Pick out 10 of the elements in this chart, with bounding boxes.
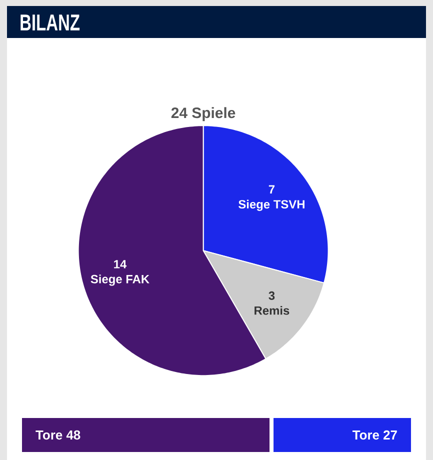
data-label: Tore 27 [352, 430, 397, 440]
data-label: 7 [268, 185, 275, 194]
slice-label: Siege TSVH [238, 200, 304, 211]
data-label: 3 [268, 291, 275, 300]
slice-label: Siege FAK [90, 274, 150, 286]
chart-subtitle: 24 Spiele [171, 107, 236, 122]
slice-label: Remis [254, 306, 290, 315]
data-label: 14 [114, 260, 127, 268]
data-label: Tore 48 [36, 430, 80, 440]
chart-title: BILANZ [20, 14, 80, 30]
